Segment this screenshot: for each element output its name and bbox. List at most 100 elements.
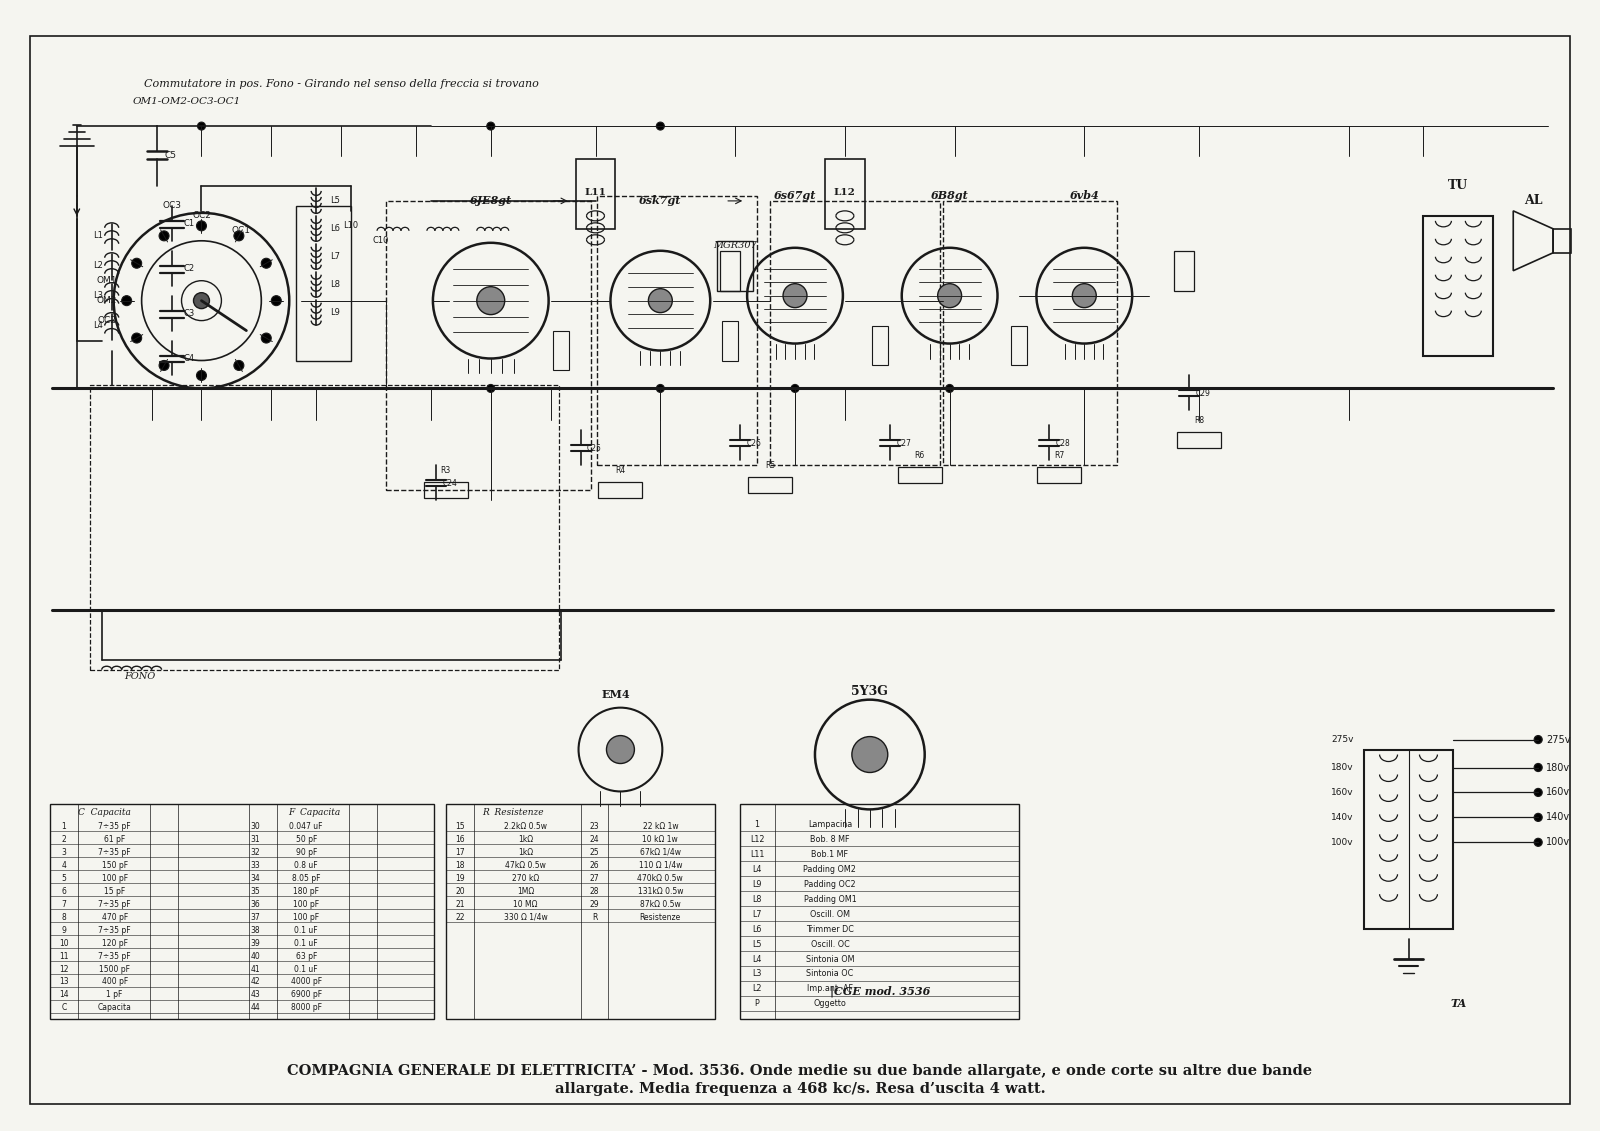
Text: C4: C4 — [184, 354, 195, 363]
Circle shape — [1534, 813, 1542, 821]
Text: 1: 1 — [61, 822, 66, 831]
Text: L6: L6 — [752, 925, 762, 933]
Bar — [424, 482, 467, 498]
Bar — [1554, 228, 1571, 252]
Text: 25: 25 — [590, 848, 600, 857]
Text: 1500 pF: 1500 pF — [99, 965, 130, 974]
Text: 4000 pF: 4000 pF — [291, 977, 322, 986]
Text: 3: 3 — [61, 848, 66, 857]
Text: Lampacina: Lampacina — [808, 820, 853, 829]
Text: 40: 40 — [251, 951, 261, 960]
Text: 0.8 uF: 0.8 uF — [294, 861, 318, 870]
Text: C27: C27 — [896, 439, 910, 448]
Text: 140v: 140v — [1546, 812, 1570, 822]
Text: 27: 27 — [590, 874, 600, 882]
Text: C5: C5 — [165, 150, 176, 159]
Circle shape — [1534, 763, 1542, 771]
Bar — [749, 477, 792, 493]
Bar — [872, 326, 888, 365]
Circle shape — [486, 385, 494, 392]
Text: 110 Ω 1/4w: 110 Ω 1/4w — [638, 861, 682, 870]
Circle shape — [782, 284, 806, 308]
Text: 9: 9 — [61, 925, 66, 934]
Text: Imp.ant. AF: Imp.ant. AF — [806, 984, 853, 993]
Circle shape — [1534, 735, 1542, 743]
Bar — [1363, 750, 1453, 929]
Text: 270 kΩ: 270 kΩ — [512, 874, 539, 882]
Text: 400 pF: 400 pF — [101, 977, 128, 986]
Text: C29: C29 — [1195, 389, 1211, 398]
Text: 32: 32 — [251, 848, 261, 857]
Text: 6: 6 — [61, 887, 66, 896]
Text: 1 pF: 1 pF — [107, 991, 123, 1000]
Text: 6JE8gt: 6JE8gt — [470, 196, 512, 206]
Bar — [717, 241, 754, 291]
Text: 50 pF: 50 pF — [296, 835, 317, 844]
Text: L5: L5 — [752, 940, 762, 949]
Text: Bob.1 MF: Bob.1 MF — [811, 849, 848, 858]
Text: 28: 28 — [590, 887, 600, 896]
Circle shape — [656, 122, 664, 130]
Text: 6900 pF: 6900 pF — [291, 991, 322, 1000]
Text: L12: L12 — [750, 835, 765, 844]
Text: C25: C25 — [587, 443, 602, 452]
Text: C: C — [61, 1003, 67, 1012]
Text: 5Y3G: 5Y3G — [851, 685, 888, 698]
Text: 42: 42 — [251, 977, 261, 986]
Text: 29: 29 — [590, 899, 600, 908]
Text: 180v: 180v — [1546, 762, 1570, 772]
Text: 44: 44 — [251, 1003, 261, 1012]
Text: 35: 35 — [251, 887, 261, 896]
Text: 38: 38 — [251, 925, 261, 934]
Text: 0.1 uF: 0.1 uF — [294, 939, 318, 948]
Circle shape — [122, 295, 131, 305]
Text: TU: TU — [1448, 180, 1469, 192]
Circle shape — [656, 385, 664, 392]
Text: 10 MΩ: 10 MΩ — [514, 899, 538, 908]
Text: Sintonia OC: Sintonia OC — [806, 969, 853, 978]
Text: 13: 13 — [59, 977, 69, 986]
Text: TA: TA — [1450, 999, 1467, 1010]
Text: 15 pF: 15 pF — [104, 887, 125, 896]
Text: L5: L5 — [330, 197, 341, 206]
Text: 100v: 100v — [1331, 838, 1354, 847]
Text: C26: C26 — [747, 439, 762, 448]
Circle shape — [234, 231, 243, 241]
Text: L4: L4 — [93, 321, 102, 330]
Text: R7: R7 — [1054, 451, 1064, 460]
Text: 470kΩ 0.5w: 470kΩ 0.5w — [637, 874, 683, 882]
Text: L10: L10 — [344, 222, 358, 231]
Text: 30: 30 — [251, 822, 261, 831]
Bar — [1011, 326, 1027, 365]
Bar — [720, 251, 741, 291]
Text: C28: C28 — [1056, 439, 1070, 448]
Text: L7: L7 — [330, 252, 341, 261]
Text: 100 pF: 100 pF — [293, 899, 320, 908]
Text: 470 pF: 470 pF — [101, 913, 128, 922]
Bar — [598, 482, 642, 498]
Bar — [1174, 251, 1194, 291]
Text: Oscill. OM: Oscill. OM — [810, 909, 850, 918]
Circle shape — [1534, 788, 1542, 796]
Circle shape — [946, 385, 954, 392]
Circle shape — [851, 736, 888, 772]
Text: 16: 16 — [454, 835, 464, 844]
Circle shape — [790, 385, 798, 392]
Text: Resistenze: Resistenze — [640, 913, 682, 922]
Bar — [1037, 467, 1082, 483]
Text: R: R — [592, 913, 597, 922]
Text: L7: L7 — [752, 909, 762, 918]
Text: R4: R4 — [616, 466, 626, 475]
Text: Bob. 8 MF: Bob. 8 MF — [810, 835, 850, 844]
Text: 43: 43 — [251, 991, 261, 1000]
Text: 7÷35 pF: 7÷35 pF — [98, 899, 131, 908]
Text: R5: R5 — [765, 460, 774, 469]
Text: EM4: EM4 — [602, 689, 630, 700]
Text: Commutatore in pos. Fono - Girando nel senso della freccia si trovano: Commutatore in pos. Fono - Girando nel s… — [144, 79, 539, 89]
Text: Oscill. OC: Oscill. OC — [811, 940, 850, 949]
Text: 22: 22 — [454, 913, 464, 922]
Text: 21: 21 — [454, 899, 464, 908]
Text: OC2: OC2 — [192, 211, 211, 221]
Text: L3: L3 — [93, 291, 102, 300]
Text: 131kΩ 0.5w: 131kΩ 0.5w — [637, 887, 683, 896]
